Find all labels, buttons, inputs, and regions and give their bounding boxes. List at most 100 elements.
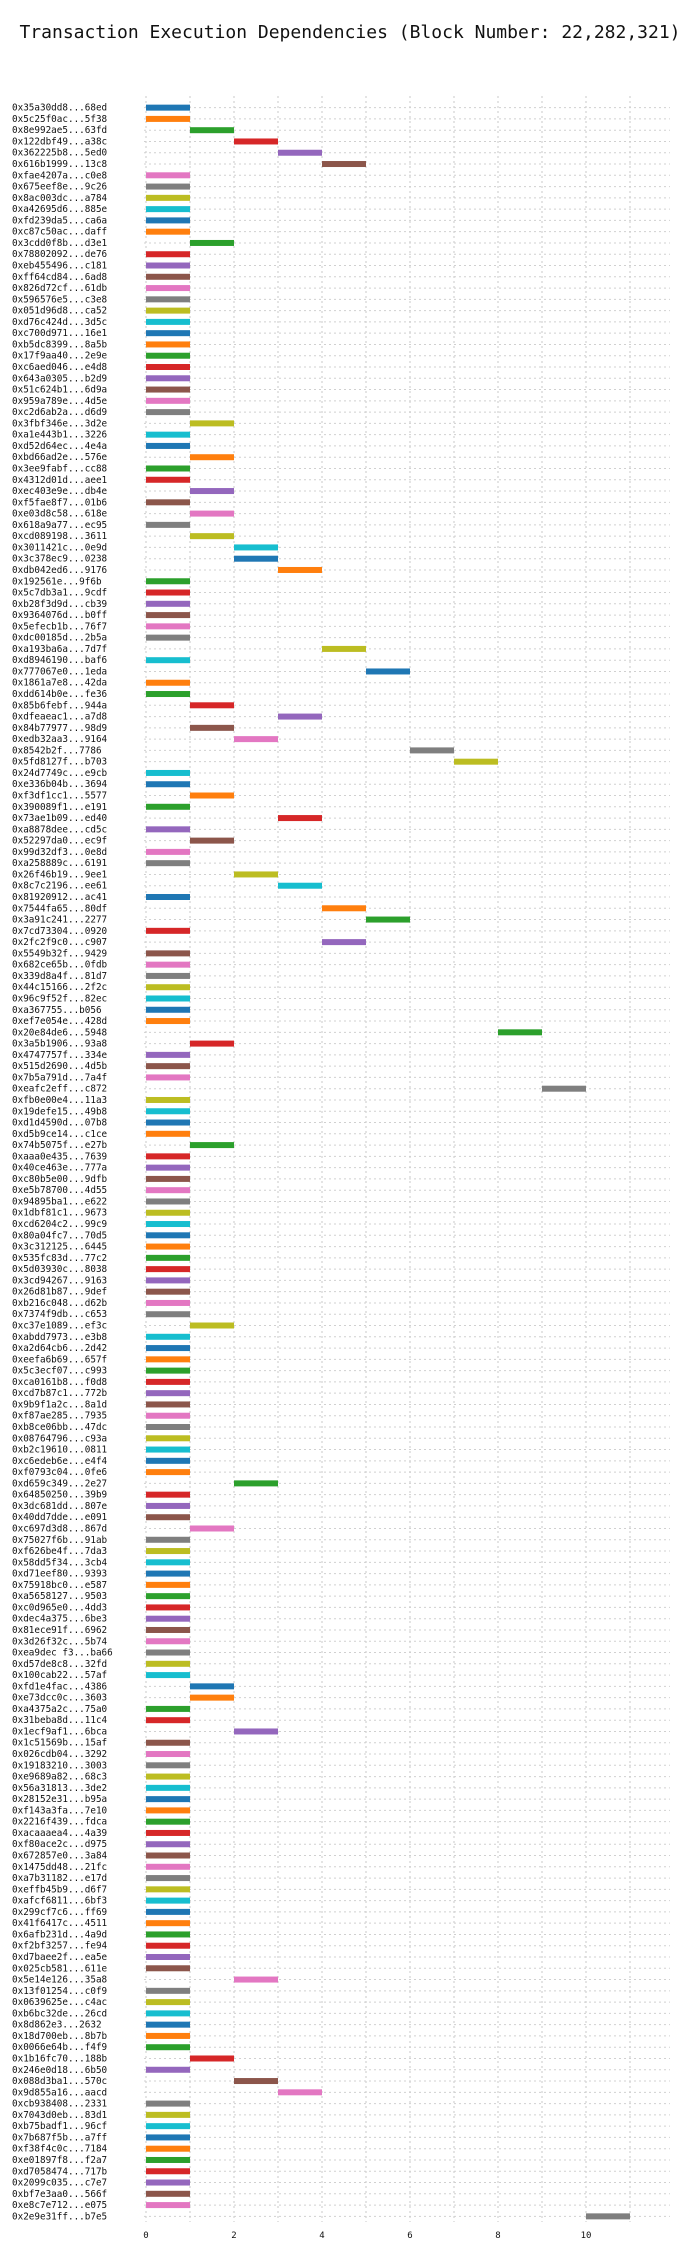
transaction-label: 0x1b16fc70...188b	[12, 2053, 108, 2064]
transaction-bar	[146, 600, 190, 607]
transaction-bar	[146, 2066, 190, 2073]
transaction-bar	[146, 769, 190, 776]
transaction-bar	[146, 623, 190, 630]
transaction-label: 0x7cd73304...0920	[12, 926, 107, 937]
transaction-label: 0xa4375a2c...75a0	[12, 1704, 107, 1715]
transaction-label: 0x643a0305...b2d9	[12, 373, 107, 384]
transaction-bar	[146, 1469, 190, 1476]
transaction-label: 0xa2d64cb6...2d42	[12, 1343, 107, 1354]
transaction-bar	[190, 702, 234, 709]
transaction-bar	[146, 1502, 190, 1509]
transaction-label: 0x19defe15...49b8	[12, 1106, 107, 1117]
transaction-label: 0x5fd8127f...b703	[12, 757, 107, 768]
transaction-label: 0x5c3ecf07...c993	[12, 1366, 107, 1377]
transaction-bar	[146, 172, 190, 179]
transaction-label: 0x96c9f52f...82ec	[12, 993, 107, 1004]
transaction-bar	[146, 984, 190, 991]
transaction-bar	[146, 183, 190, 190]
transaction-label: 0x1475dd48...21fc	[12, 1862, 107, 1873]
transaction-label: 0xec403e9e...db4e	[12, 486, 108, 497]
transaction-bar	[146, 1018, 190, 1025]
transaction-label: 0xeb455496...c181	[12, 261, 107, 272]
transaction-label: 0xa367755...b056	[12, 1005, 102, 1016]
transaction-label: 0xfb0e00e4...11a3	[12, 1095, 107, 1106]
transaction-label: 0xd5b9ce14...c1ce	[12, 1129, 108, 1140]
transaction-label: 0x85b6febf...944a	[12, 700, 107, 711]
transaction-bar	[146, 1063, 190, 1070]
transaction-bar	[146, 2190, 190, 2197]
transaction-label: 0xc6aed046...e4d8	[12, 362, 107, 373]
transaction-bar	[146, 1130, 190, 1137]
transaction-label: 0x81ece91f...6962	[12, 1625, 107, 1636]
transaction-bar	[146, 1649, 190, 1656]
transaction-label: 0x40ce463e...777a	[12, 1163, 107, 1174]
transaction-label: 0x362225b8...5ed0	[12, 148, 107, 159]
transaction-label: 0xe9689a82...68c3	[12, 1772, 107, 1783]
transaction-label: 0x2e9e31ff...b7e5	[12, 2211, 107, 2222]
transaction-label: 0xca0161b8...f0d8	[12, 1377, 107, 1388]
transaction-label: 0x19183210...3003	[12, 1760, 107, 1771]
transaction-bar	[146, 634, 190, 641]
transaction-bar	[146, 1288, 190, 1295]
transaction-bar	[146, 1446, 190, 1453]
x-tick-label: 6	[407, 2231, 412, 2241]
transaction-label: 0xf80ace2c...d975	[12, 1839, 107, 1850]
transaction-bar	[146, 1164, 190, 1171]
transaction-bar	[146, 1897, 190, 1904]
transaction-label: 0xef7e054e...428d	[12, 1016, 107, 1027]
transaction-bar	[146, 1277, 190, 1284]
transaction-bar	[146, 1920, 190, 1927]
transaction-bar	[146, 409, 190, 416]
transaction-label: 0x5549b32f...9429	[12, 948, 107, 959]
transaction-label: 0xf143a3fa...7e10	[12, 1805, 107, 1816]
transaction-label: 0xd57de8c8...32fd	[12, 1659, 107, 1670]
transaction-label: 0xa258889c...6191	[12, 858, 107, 869]
transaction-bar	[278, 149, 322, 156]
transaction-label: 0x7043d0eb...83d1	[12, 2110, 107, 2121]
transaction-bar	[146, 1638, 190, 1645]
transaction-bar	[542, 1085, 586, 1092]
chart-title: Transaction Execution Dependencies (Bloc…	[19, 22, 680, 43]
transaction-label: 0x13f01254...c0f9	[12, 1986, 107, 1997]
transaction-bar	[146, 2111, 190, 2118]
transaction-label: 0x64850250...39b9	[12, 1490, 107, 1501]
transaction-label: 0x8e992ae5...63fd	[12, 125, 107, 136]
transaction-label: 0x515d2690...4d5b	[12, 1061, 108, 1072]
transaction-bar	[146, 1424, 190, 1430]
transaction-bar	[146, 2100, 190, 2107]
transaction-label: 0x3011421c...0e9d	[12, 542, 107, 553]
transaction-bar	[146, 352, 190, 359]
transaction-bar	[146, 1457, 190, 1464]
transaction-label: 0xaaa0e435...7639	[12, 1151, 107, 1162]
transaction-bar	[146, 431, 190, 438]
transaction-bar	[190, 2055, 234, 2062]
transaction-label: 0x192561e...9f6b	[12, 576, 102, 587]
transaction-bar	[146, 612, 190, 619]
transaction-bar	[234, 2078, 278, 2085]
transaction-label: 0xe8c7e712...e075	[12, 2200, 107, 2211]
transaction-bar	[234, 555, 278, 562]
transaction-label: 0x41f6417c...4511	[12, 1918, 107, 1929]
transaction-bar	[146, 476, 190, 483]
transaction-label: 0x5efecb1b...76f7	[12, 621, 107, 632]
transaction-bar	[146, 1660, 190, 1667]
transaction-label: 0x026cdb04...3292	[12, 1749, 107, 1760]
transaction-label: 0x1861a7e8...42da	[12, 678, 107, 689]
transaction-label: 0x7b687f5b...a7ff	[12, 2132, 107, 2143]
transaction-bar	[146, 1548, 190, 1555]
transaction-bar	[146, 950, 190, 957]
transaction-label: 0xf38f4c0c...7184	[12, 2144, 108, 2155]
transaction-label: 0x3ee9fabf...cc88	[12, 463, 107, 474]
transaction-label: 0x3a5b1906...93a8	[12, 1039, 107, 1050]
transaction-bar	[146, 521, 190, 528]
transaction-label: 0xa42695d6...885e	[12, 204, 108, 215]
transaction-bar	[454, 758, 498, 765]
transaction-label: 0xdfeaeac1...a7d8	[12, 712, 107, 723]
transaction-label: 0x35a30dd8...68ed	[12, 103, 107, 114]
transaction-bar	[146, 115, 190, 122]
transaction-bar	[146, 217, 190, 224]
transaction-label: 0x1ecf9af1...6bca	[12, 1726, 107, 1737]
transaction-bar	[366, 916, 410, 923]
transaction-bar	[146, 273, 190, 280]
transaction-label: 0x025cb581...611e	[12, 1963, 108, 1974]
